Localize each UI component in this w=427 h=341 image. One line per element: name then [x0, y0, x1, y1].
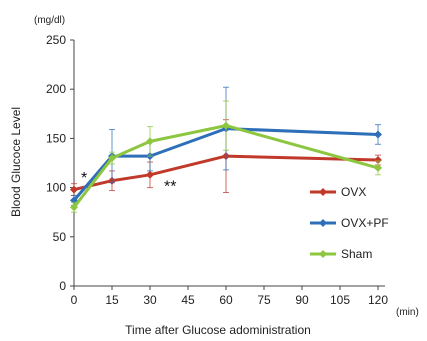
y-tick-label: 50 — [53, 230, 67, 244]
series-sham — [70, 100, 382, 213]
x-tick-label: 0 — [71, 293, 78, 307]
x-ticks: 0 15 30 45 60 75 90 105 120 — [71, 286, 388, 307]
data-point — [374, 156, 382, 165]
y-unit-label: (mg/dl) — [34, 15, 65, 26]
y-tick-label: 100 — [46, 181, 66, 195]
data-point — [374, 130, 382, 139]
legend: OVX OVX+PF Sham — [310, 185, 389, 261]
data-point — [146, 170, 154, 179]
x-tick-label: 75 — [257, 293, 271, 307]
y-tick-label: 0 — [59, 279, 66, 293]
x-unit-label: (min) — [396, 307, 419, 318]
legend-swatch-marker — [319, 188, 327, 196]
data-point — [222, 121, 230, 130]
x-tick-label: 120 — [368, 293, 388, 307]
significance-marker: * — [81, 170, 87, 187]
y-tick-label: 200 — [46, 82, 66, 96]
legend-swatch-marker — [319, 250, 327, 258]
significance-marker: ** — [164, 179, 176, 196]
y-axis-title: Blood Glucoce Level — [9, 107, 23, 217]
x-tick-label: 15 — [105, 293, 119, 307]
series-layer — [70, 86, 382, 213]
series-ovx — [70, 119, 382, 196]
x-tick-label: 60 — [219, 293, 233, 307]
x-tick-label: 30 — [143, 293, 157, 307]
data-point — [108, 154, 116, 163]
y-tick-label: 150 — [46, 131, 66, 145]
y-ticks: 0 50 100 150 200 250 — [46, 33, 74, 293]
data-point — [70, 185, 78, 194]
data-point — [146, 137, 154, 146]
x-tick-label: 90 — [295, 293, 309, 307]
x-axis-title: Time after Glucose adoministration — [125, 323, 311, 337]
legend-swatch-marker — [319, 219, 327, 227]
annotations: *** — [81, 170, 176, 196]
legend-label: OVX+PF — [341, 216, 389, 230]
legend-label: OVX — [341, 185, 366, 199]
data-point — [70, 203, 78, 212]
y-tick-label: 250 — [46, 33, 66, 47]
x-tick-label: 105 — [330, 293, 350, 307]
legend-label: Sham — [341, 247, 372, 261]
data-point — [374, 163, 382, 172]
x-tick-label: 45 — [181, 293, 195, 307]
